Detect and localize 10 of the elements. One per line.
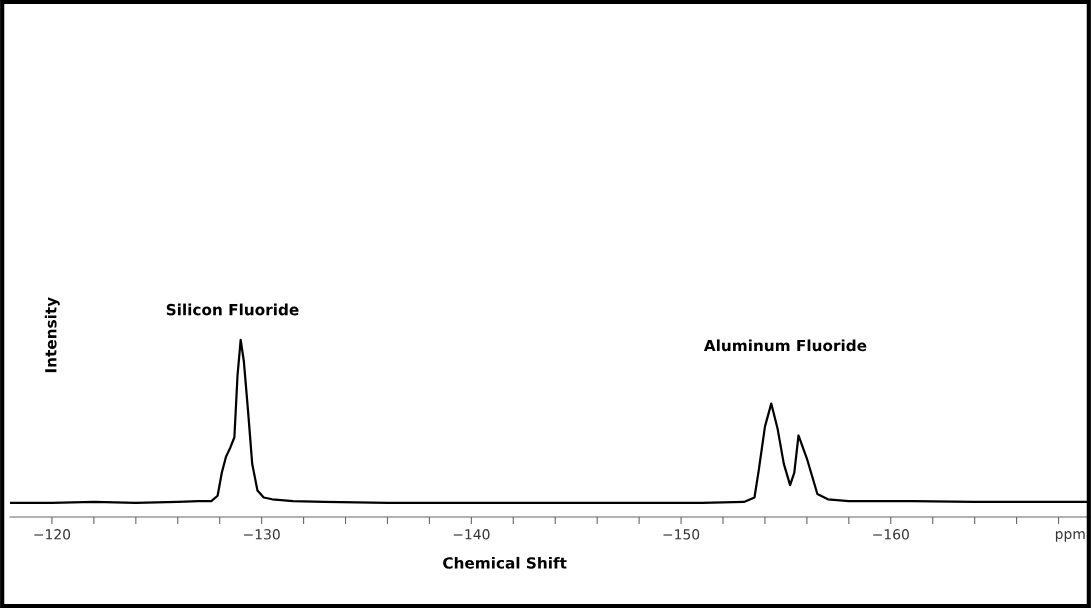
x-tick-label: −140: [453, 529, 490, 540]
x-tick-label: −120: [34, 529, 71, 540]
text: ppm: [1055, 531, 1085, 542]
x-tick-label: −160: [873, 529, 909, 540]
x-tick-label: −150: [663, 529, 700, 540]
annotation: Aluminum Fluoride: [703, 339, 867, 352]
x-tick-label: −130: [244, 529, 280, 540]
x-axis-title: Chemical Shift: [443, 556, 567, 569]
y-axis-title: Intensity: [44, 297, 60, 373]
text: Silicon Fluoride: [166, 303, 299, 316]
